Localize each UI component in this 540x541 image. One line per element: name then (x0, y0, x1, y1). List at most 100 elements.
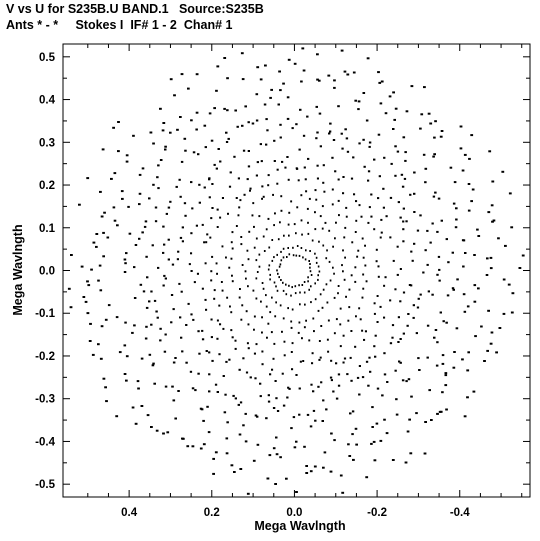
uv-point (179, 236, 183, 239)
uv-point (252, 459, 256, 462)
uv-point (467, 209, 471, 212)
uv-point (474, 335, 477, 338)
uv-point (309, 425, 313, 428)
uv-point (404, 461, 408, 464)
uv-point (172, 361, 176, 364)
uv-point (123, 344, 127, 347)
uv-point (195, 73, 199, 76)
uv-point (226, 109, 229, 112)
uv-point (325, 408, 328, 411)
uv-point (432, 155, 435, 158)
uv-point (241, 124, 244, 127)
uv-point (404, 151, 407, 154)
uv-point (306, 413, 310, 416)
uv-point (282, 404, 286, 407)
uv-point (261, 363, 264, 366)
uv-point (262, 235, 265, 238)
uv-point (337, 373, 341, 376)
uv-point (312, 390, 315, 393)
uv-point (306, 115, 309, 118)
uv-point (434, 329, 438, 331)
uv-point (267, 322, 270, 325)
uv-point (88, 340, 92, 342)
uv-point (444, 374, 448, 377)
uv-point (329, 470, 333, 473)
uv-point (313, 465, 317, 468)
uv-point (164, 385, 168, 388)
uv-point (148, 353, 152, 356)
uv-point (383, 352, 386, 355)
uv-point (241, 264, 244, 266)
uv-point (466, 369, 470, 372)
uv-point (222, 327, 225, 330)
uv-point (195, 224, 198, 227)
uv-point (358, 204, 361, 207)
uv-point (238, 433, 242, 436)
uv-point (463, 310, 467, 313)
uv-point (302, 256, 304, 259)
uv-point (358, 307, 361, 310)
uv-point (402, 240, 405, 243)
uv-point (456, 278, 459, 281)
uv-point (264, 64, 267, 67)
uv-point (237, 177, 240, 180)
uv-point (267, 268, 270, 271)
uv-point (216, 65, 220, 68)
uv-point (350, 274, 353, 277)
uv-point (377, 275, 380, 278)
uv-point (190, 252, 193, 255)
uv-point (305, 249, 307, 252)
uv-point (316, 78, 319, 81)
uv-point (321, 420, 324, 422)
uv-point (112, 206, 116, 209)
uv-point (247, 347, 250, 350)
uv-point (239, 401, 243, 404)
uv-point (205, 241, 208, 244)
uv-point (305, 465, 308, 467)
uv-point (123, 271, 127, 273)
uv-point (328, 260, 331, 263)
uv-point (378, 175, 381, 178)
uv-point (362, 92, 366, 94)
uv-point (299, 360, 302, 363)
uv-point (385, 215, 388, 218)
uv-point (131, 331, 134, 334)
uv-point (290, 326, 293, 329)
uv-point (181, 437, 184, 440)
uv-point (162, 284, 165, 287)
uv-point (317, 385, 320, 388)
uv-point (120, 190, 124, 193)
plot-frame (62, 43, 531, 498)
uv-point (295, 491, 298, 493)
uv-point (427, 290, 430, 293)
uv-point (393, 118, 396, 121)
uv-point (426, 324, 430, 327)
uv-point (337, 285, 340, 287)
uv-point (294, 285, 297, 288)
uv-point (267, 174, 270, 177)
uv-point (354, 231, 357, 233)
uv-point (162, 122, 166, 124)
uv-point (246, 178, 249, 181)
uv-point (444, 372, 448, 375)
uv-point (364, 264, 367, 267)
uv-point (401, 185, 405, 188)
uv-point (216, 337, 219, 340)
uv-point (283, 354, 286, 357)
uv-point (413, 211, 416, 213)
uv-point (415, 412, 418, 415)
uv-point (510, 311, 514, 314)
uv-point (190, 119, 193, 122)
uv-point (486, 257, 489, 260)
uv-point (304, 303, 306, 306)
uv-point (287, 247, 289, 249)
uv-point (90, 268, 93, 271)
uv-point (155, 429, 159, 432)
uv-point (374, 355, 377, 358)
uv-point (131, 406, 135, 409)
uv-point (211, 359, 214, 362)
uv-point (310, 274, 313, 276)
uv-point (177, 390, 180, 392)
uv-point (237, 403, 240, 406)
uv-point (234, 339, 237, 342)
